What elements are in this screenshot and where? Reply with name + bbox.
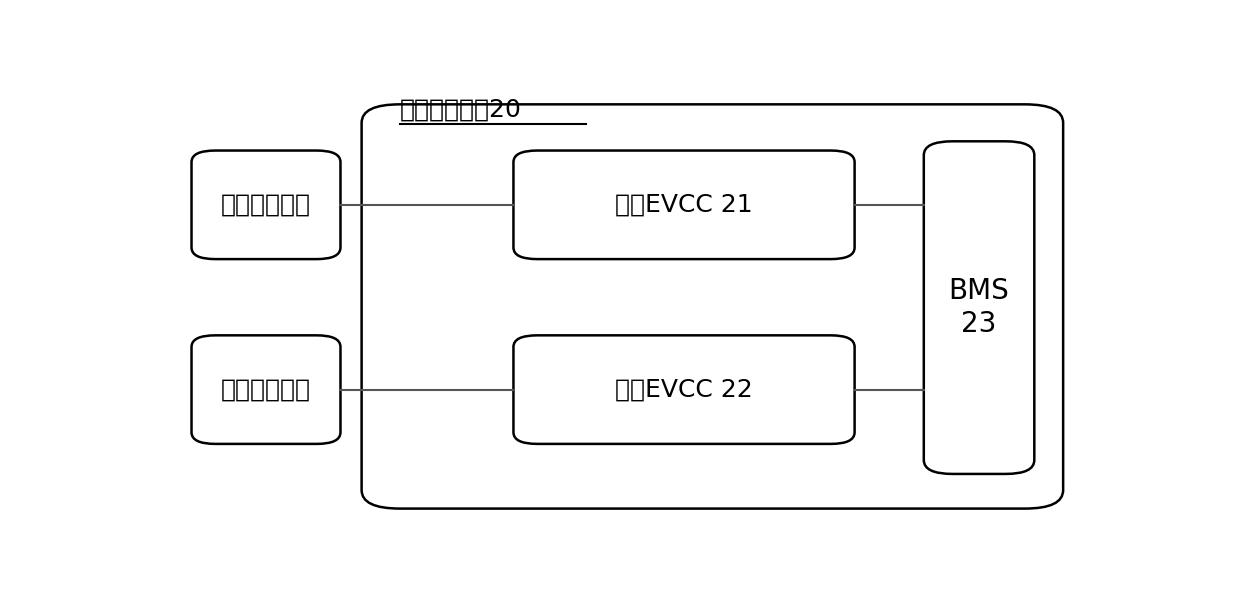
FancyBboxPatch shape (513, 151, 854, 259)
FancyBboxPatch shape (513, 335, 854, 444)
FancyBboxPatch shape (191, 151, 341, 259)
FancyBboxPatch shape (924, 141, 1034, 474)
Text: 充电管理系统20: 充电管理系统20 (401, 97, 522, 121)
FancyBboxPatch shape (191, 335, 341, 444)
Text: BMS
23: BMS 23 (949, 277, 1009, 338)
Text: 第二EVCC 22: 第二EVCC 22 (615, 377, 753, 401)
Text: 第一EVCC 21: 第一EVCC 21 (615, 193, 753, 217)
FancyBboxPatch shape (362, 104, 1063, 509)
Text: 第一充电插口: 第一充电插口 (221, 193, 311, 217)
Text: 第二充电插口: 第二充电插口 (221, 377, 311, 401)
